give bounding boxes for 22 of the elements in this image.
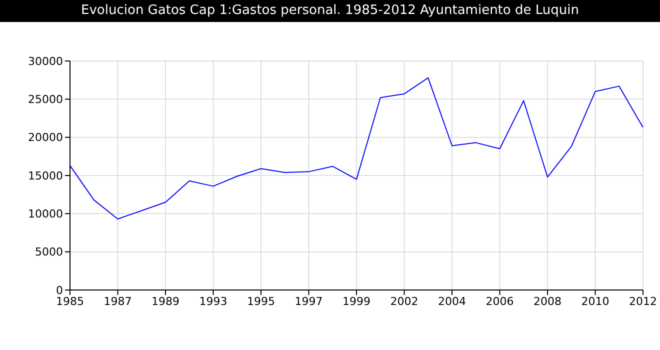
- x-tick-label: 1985: [56, 294, 84, 308]
- x-tick-label: 2010: [581, 294, 610, 308]
- y-tick-label: 5000: [35, 246, 63, 259]
- x-tick-label: 1993: [199, 294, 228, 308]
- y-tick-label: 10000: [28, 208, 63, 221]
- x-tick-label: 1987: [104, 294, 132, 308]
- x-tick-label: 2012: [629, 294, 657, 308]
- x-tick-label: 1995: [247, 294, 275, 308]
- x-tick-label: 2004: [438, 294, 466, 308]
- x-tick-label: 2008: [534, 294, 562, 308]
- x-tick-label: 2006: [486, 294, 514, 308]
- x-tick-label: 2002: [390, 294, 418, 308]
- y-tick-label: 20000: [28, 131, 63, 144]
- y-tick-label: 0: [56, 284, 63, 297]
- x-tick-label: 1997: [294, 294, 323, 308]
- y-tick-label: 15000: [28, 169, 63, 182]
- chart-title: Evolucion Gatos Cap 1:Gastos personal. 1985-2012 Ayuntamiento de Luquin: [0, 0, 660, 22]
- x-tick-label: 1989: [152, 294, 180, 308]
- x-tick-label: 1999: [342, 294, 370, 308]
- y-tick-label: 25000: [28, 93, 63, 106]
- line-series: [70, 77, 643, 220]
- y-tick-label: 30000: [28, 54, 63, 68]
